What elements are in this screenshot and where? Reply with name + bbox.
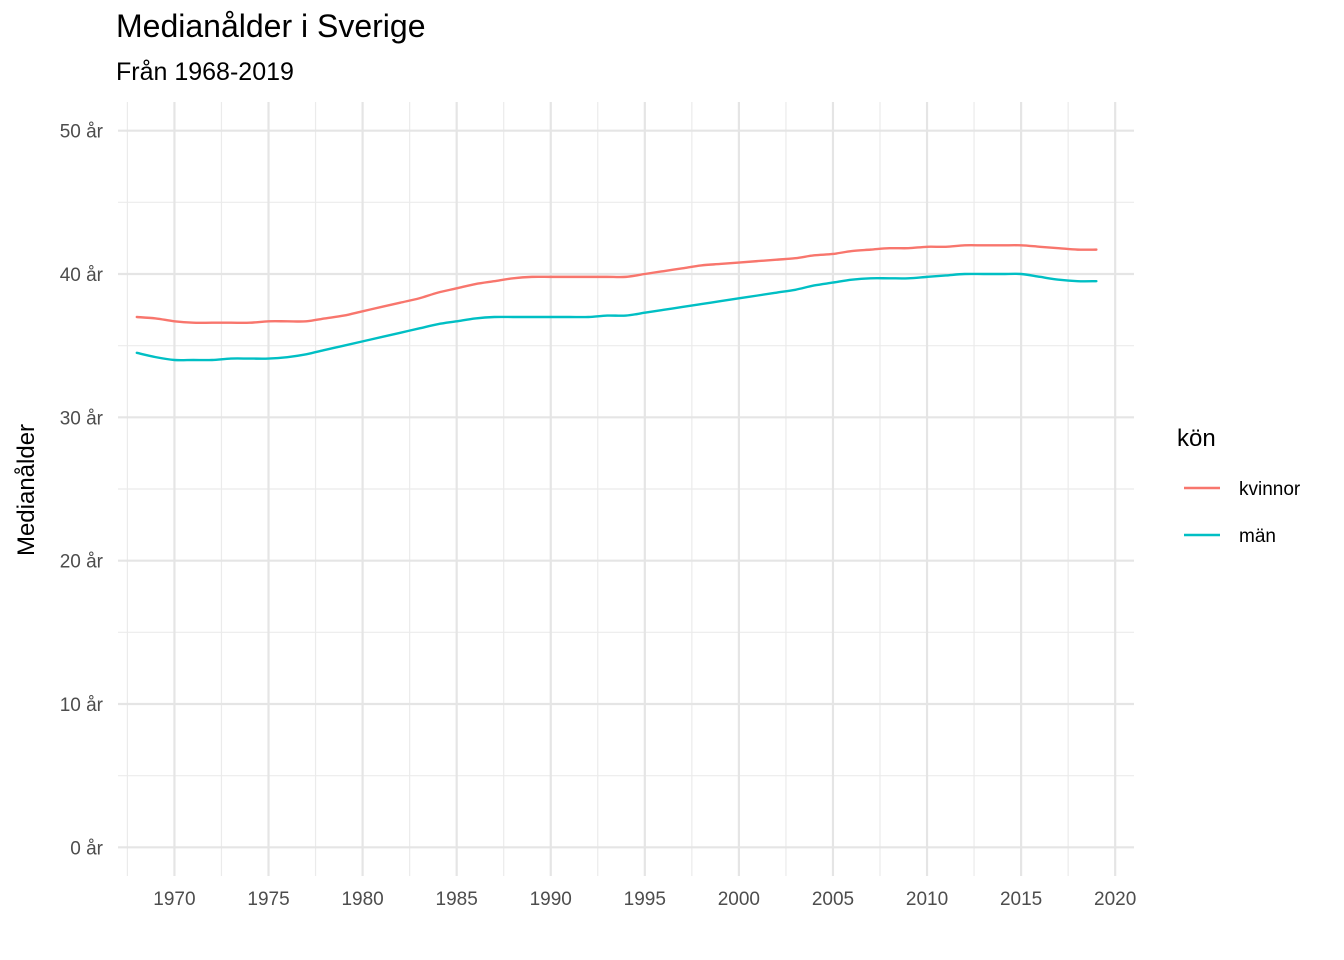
y-tick-label: 10 år: [60, 695, 104, 716]
y-axis: 0 år 10 år 20 år 30 år 40 år 50 år: [60, 122, 104, 860]
y-tick-label: 50 år: [60, 122, 104, 143]
chart-subtitle: Från 1968-2019: [116, 58, 294, 86]
x-tick-label: 1980: [341, 889, 383, 910]
x-tick-label: 1995: [624, 889, 666, 910]
chart-title: Medianålder i Sverige: [116, 8, 426, 44]
series-line-man: [135, 272, 1098, 362]
x-axis: 1970 1975 1980 1985 1990 1995 2000 2005 2010 2015…: [153, 889, 1136, 910]
x-tick-label: 2000: [718, 889, 760, 910]
x-tick-label: 2005: [812, 889, 854, 910]
y-tick-label: 20 år: [60, 552, 104, 573]
legend: kön kvinnor män: [1177, 425, 1301, 547]
x-tick-label: 1990: [530, 889, 572, 910]
y-axis-title: Medianålder: [13, 424, 40, 556]
x-tick-label: 2020: [1094, 889, 1136, 910]
series-line-kvinnor: [135, 244, 1098, 325]
y-tick-label: 40 år: [60, 265, 104, 286]
series-lines: [135, 244, 1098, 362]
y-tick-label: 0 år: [70, 838, 103, 859]
legend-title: kön: [1177, 425, 1216, 452]
x-tick-label: 2015: [1000, 889, 1042, 910]
x-tick-label: 2010: [906, 889, 948, 910]
x-tick-label: 1975: [247, 889, 289, 910]
legend-label: män: [1239, 526, 1276, 547]
legend-label: kvinnor: [1239, 479, 1301, 500]
x-tick-label: 1985: [436, 889, 478, 910]
x-tick-label: 1970: [153, 889, 195, 910]
y-tick-label: 30 år: [60, 408, 104, 429]
grid-minor: [118, 102, 1134, 876]
